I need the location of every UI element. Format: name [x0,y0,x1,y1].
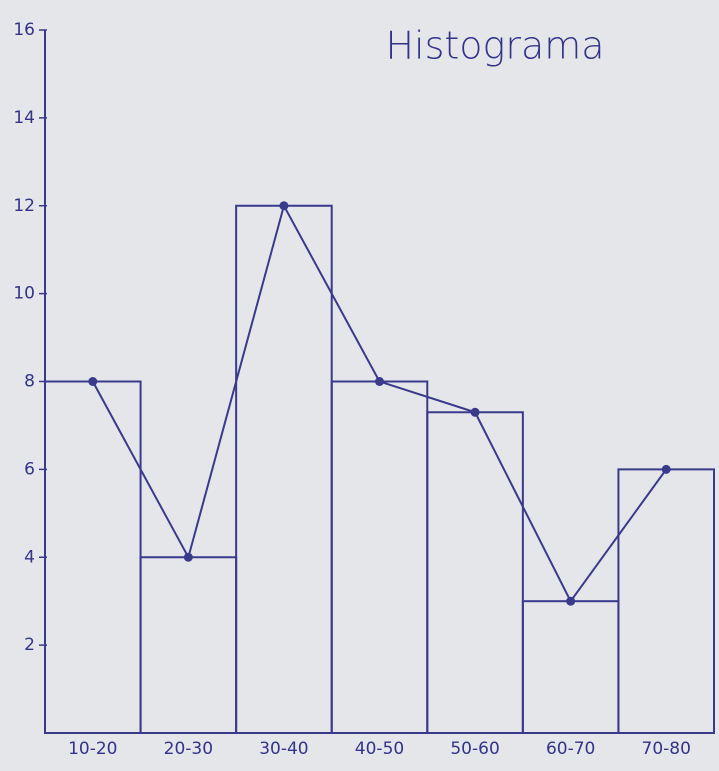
y-tick-label: 2 [24,635,35,655]
y-tick-label: 10 [13,284,35,304]
x-tick-label: 30-40 [259,739,308,759]
y-tick-label: 6 [24,459,35,479]
x-tick-label: 60-70 [546,739,595,759]
y-tick-label: 8 [24,372,35,392]
polygon-point [279,201,288,210]
chart-title: Histograma [385,24,604,68]
x-tick-label: 50-60 [450,739,499,759]
y-tick-label: 4 [24,547,35,567]
x-tick-label: 20-30 [164,739,213,759]
polygon-point [375,377,384,386]
chart: Histograma 2 4 6 8 10 12 14 16 10-20 20-30 30-40 40… [0,0,719,771]
polygon-point [88,377,97,386]
page: {"chart_data": {"type": "bar", "title": … [0,0,719,771]
x-tick-label: 40-50 [355,739,404,759]
y-tick-label: 14 [13,108,35,128]
polygon-point [566,597,575,606]
x-tick-label: 70-80 [642,739,691,759]
paper [0,0,719,771]
polygon-point [184,553,193,562]
y-tick-label: 12 [13,196,35,216]
polygon-point [471,408,480,417]
x-tick-label: 10-20 [68,739,117,759]
y-tick-label: 16 [13,20,35,40]
polygon-point [662,465,671,474]
